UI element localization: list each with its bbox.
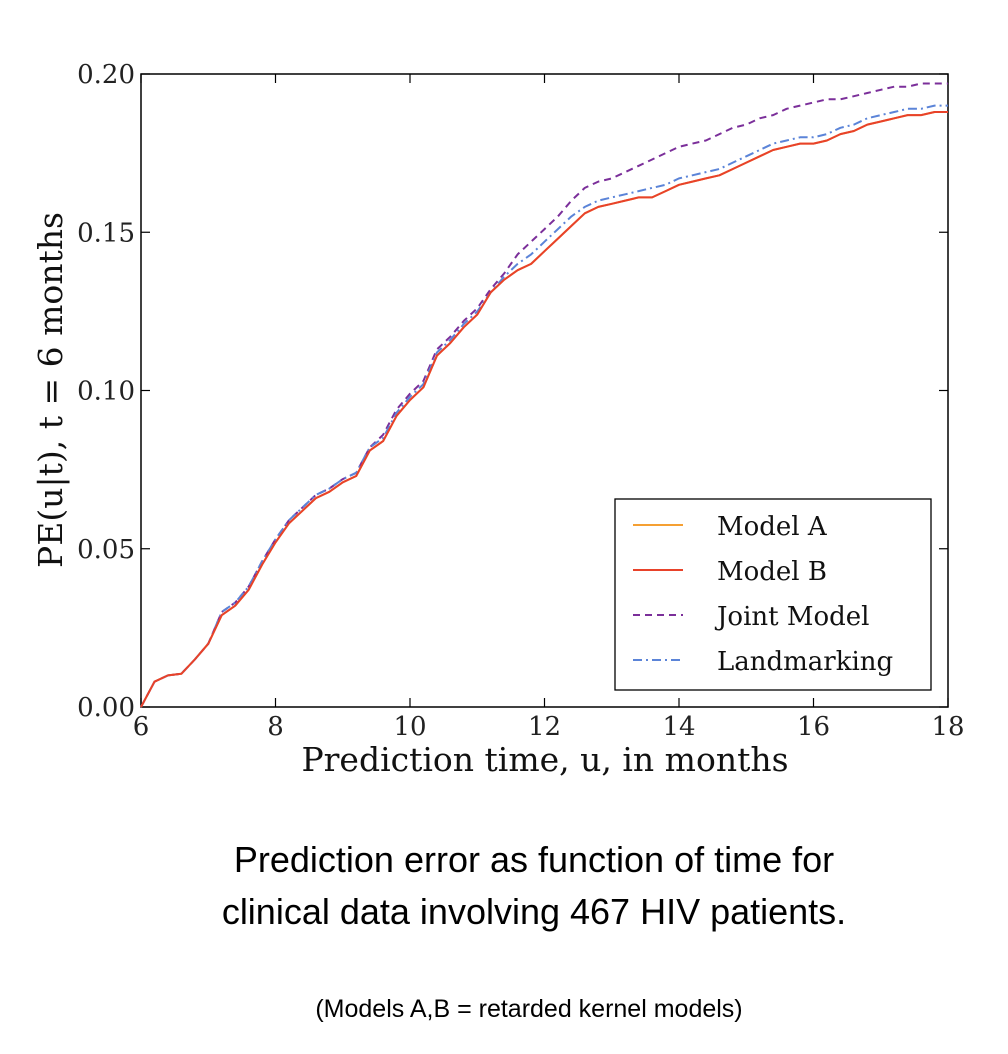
caption-note: (Models A,B = retarded kernel models) [315, 995, 743, 1023]
x-tick-label: 18 [931, 712, 964, 742]
x-tick-label: 14 [662, 712, 695, 742]
y-tick-label: 0.15 [77, 218, 135, 248]
legend-label-joint-model: Joint Model [714, 602, 869, 632]
y-tick-label: 0.00 [77, 693, 135, 723]
x-tick-label: 12 [528, 712, 561, 742]
series-line-model-b [140, 111, 948, 708]
x-axis-title: Prediction time, u, in months [301, 740, 788, 779]
series-line-joint-model [140, 82, 948, 708]
figure-caption: Prediction error as function of time for… [0, 834, 1008, 938]
legend-label-landmarking: Landmarking [717, 647, 893, 677]
x-tick-label: 8 [267, 712, 284, 742]
y-axis-title: PE(u|t), t = 6 months [31, 212, 70, 568]
x-tick-label: 10 [393, 712, 426, 742]
y-tick-label: 0.20 [77, 60, 135, 90]
x-tick-label: 6 [133, 712, 150, 742]
x-tick-label: 16 [797, 712, 830, 742]
legend-label-model-b: Model B [717, 557, 827, 587]
legend: Model A Model B Joint Model Landmarking [614, 498, 932, 691]
caption-line-2: clinical data involving 467 HIV patients… [221, 891, 847, 932]
y-tick-label: 0.05 [77, 535, 135, 565]
y-tick-label: 0.10 [77, 377, 135, 407]
caption-line-1: Prediction error as function of time for [233, 839, 835, 880]
legend-label-model-a: Model A [717, 512, 828, 542]
series-line-landmarking [140, 104, 948, 708]
line-chart: 6 8 10 12 14 16 18 0.00 0.05 0.10 0.15 0.20 Predict… [31, 60, 965, 779]
legend-box [614, 498, 932, 691]
